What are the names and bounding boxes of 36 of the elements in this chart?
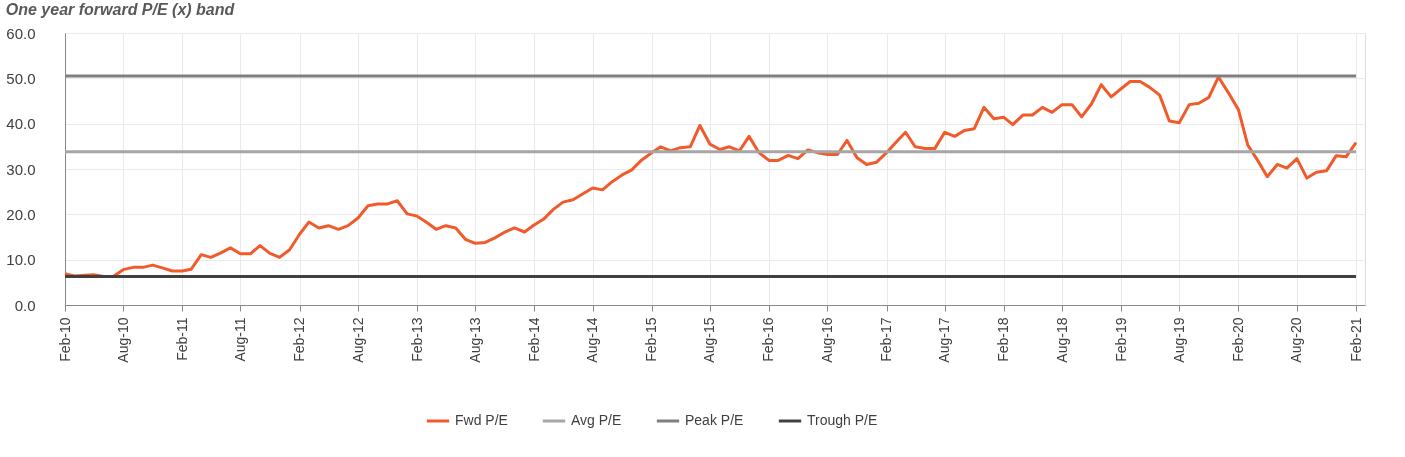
y-tick-label: 60.0 [6, 24, 36, 42]
x-tick-label: Feb-19 [1112, 317, 1129, 362]
x-tick-label: Aug-18 [1053, 317, 1070, 363]
x-tick-label: Feb-14 [525, 317, 542, 362]
x-tick-label: Aug-19 [1170, 317, 1187, 363]
x-tick-label: Feb-16 [760, 317, 777, 362]
x-tick-label: Feb-15 [643, 317, 660, 362]
x-tick-label: Aug-15 [701, 317, 718, 363]
x-tick-label: Feb-21 [1347, 317, 1364, 362]
x-tick-label: Feb-18 [995, 317, 1012, 362]
legend-label: Avg P/E [571, 412, 622, 428]
x-tick-label: Aug-17 [936, 317, 953, 363]
x-tick-label: Aug-14 [584, 317, 601, 363]
x-tick-label: Feb-13 [408, 317, 425, 362]
x-tick-label: Aug-13 [466, 317, 483, 363]
y-tick-label: 20.0 [6, 205, 36, 223]
x-tick-label: Feb-11 [173, 317, 190, 361]
y-tick-label: 50.0 [6, 69, 36, 87]
legend-label: Trough P/E [807, 412, 878, 428]
line-series [63, 75, 1358, 278]
legend-label: Peak P/E [685, 412, 744, 428]
x-tick-label: Feb-20 [1229, 317, 1246, 362]
x-tick-label: Aug-20 [1288, 317, 1305, 363]
x-tick-label: Aug-10 [114, 317, 131, 363]
x-tick-label: Aug-12 [349, 317, 366, 363]
x-tick-label: Aug-16 [818, 317, 835, 363]
y-tick-label: 40.0 [6, 115, 36, 133]
chart-title: One year forward P/E (x) band [5, 1, 236, 18]
y-tick-label: 10.0 [6, 251, 36, 269]
y-tick-label: 30.0 [6, 160, 36, 178]
x-tick-label: Feb-12 [291, 317, 308, 362]
x-tick-label: Aug-11 [231, 317, 248, 362]
y-tick-label: 0.0 [14, 296, 36, 314]
legend-label: Fwd P/E [455, 412, 508, 428]
x-tick-label: Feb-10 [56, 317, 73, 362]
x-tick-label: Feb-17 [878, 317, 895, 362]
